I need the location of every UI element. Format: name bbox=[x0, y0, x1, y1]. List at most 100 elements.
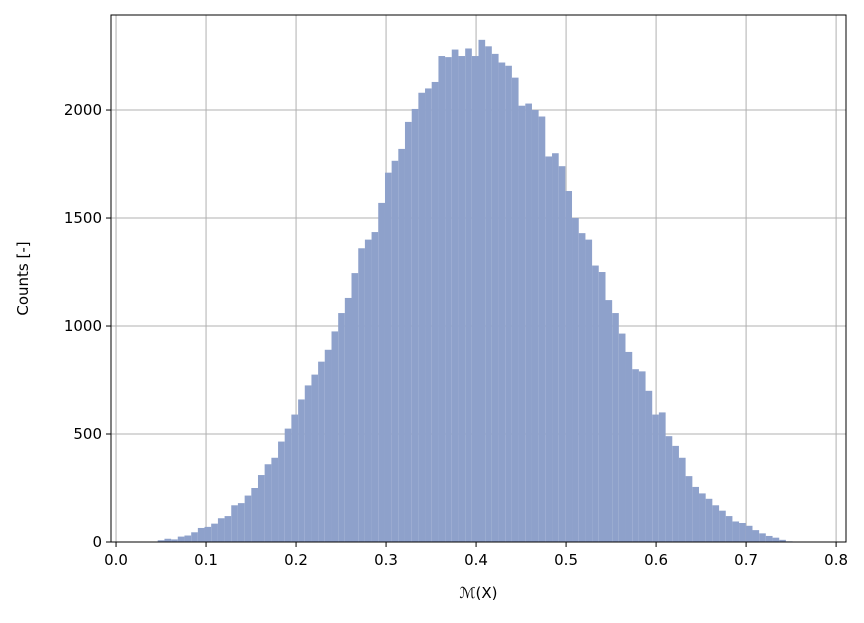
bar bbox=[344, 297, 352, 542]
bar bbox=[445, 57, 452, 543]
bar bbox=[632, 369, 639, 542]
bar bbox=[672, 445, 679, 542]
bar bbox=[592, 265, 599, 542]
bar bbox=[678, 457, 686, 542]
bar bbox=[565, 191, 573, 542]
bar bbox=[231, 505, 238, 542]
bar bbox=[511, 77, 519, 542]
bar bbox=[652, 414, 659, 542]
y-tick-label: 1000 bbox=[64, 317, 102, 335]
bar bbox=[197, 527, 205, 542]
bar bbox=[251, 488, 258, 542]
bar bbox=[257, 475, 265, 542]
bar bbox=[485, 46, 492, 542]
bar bbox=[364, 239, 372, 542]
bar bbox=[378, 202, 385, 542]
bar bbox=[578, 233, 586, 543]
bar bbox=[752, 530, 760, 542]
bar bbox=[318, 361, 325, 542]
y-tick-label: 2000 bbox=[64, 101, 102, 119]
x-tick-label: 0.1 bbox=[194, 551, 218, 569]
bar bbox=[685, 476, 693, 542]
bar bbox=[658, 412, 666, 542]
x-tick-label: 0.8 bbox=[824, 551, 848, 569]
bar bbox=[699, 493, 706, 542]
bar bbox=[425, 88, 432, 543]
bar bbox=[471, 56, 479, 542]
bar bbox=[491, 53, 499, 543]
x-tick-label: 0.4 bbox=[464, 551, 488, 569]
bar bbox=[431, 81, 439, 542]
bar bbox=[552, 153, 559, 543]
bar bbox=[291, 414, 299, 542]
bar bbox=[732, 521, 740, 542]
bar bbox=[498, 62, 506, 543]
bar bbox=[411, 108, 419, 542]
bar bbox=[164, 538, 172, 542]
x-tick-label: 0.3 bbox=[374, 551, 398, 569]
bar bbox=[572, 218, 579, 542]
x-tick-label: 0.7 bbox=[734, 551, 758, 569]
bar bbox=[612, 313, 619, 542]
bar bbox=[518, 105, 526, 543]
bar bbox=[545, 156, 553, 542]
bar bbox=[331, 331, 339, 542]
bar bbox=[645, 390, 653, 542]
bar bbox=[585, 239, 593, 542]
bar bbox=[705, 498, 713, 542]
x-axis-label: ℳ(X) bbox=[459, 584, 497, 602]
bar bbox=[438, 56, 446, 542]
bar bbox=[351, 273, 359, 542]
bar bbox=[191, 532, 198, 542]
x-tick-label: 0.0 bbox=[104, 551, 128, 569]
bar bbox=[451, 49, 459, 543]
bar bbox=[224, 516, 232, 542]
bar bbox=[505, 65, 512, 542]
bar bbox=[745, 525, 753, 542]
bar bbox=[739, 522, 746, 542]
bar bbox=[358, 248, 365, 542]
bar bbox=[157, 540, 165, 542]
bar bbox=[538, 116, 546, 542]
bar bbox=[618, 333, 626, 542]
bar bbox=[598, 272, 606, 542]
bar bbox=[298, 399, 305, 542]
bar bbox=[264, 464, 272, 542]
bar bbox=[712, 505, 720, 542]
y-tick-label: 0 bbox=[92, 533, 102, 551]
bar bbox=[284, 428, 292, 542]
bar bbox=[371, 232, 379, 542]
bar bbox=[204, 526, 212, 542]
bar bbox=[304, 385, 312, 542]
bar bbox=[759, 533, 766, 542]
axes-frame bbox=[110, 14, 847, 543]
bar bbox=[725, 516, 733, 542]
bar bbox=[772, 537, 780, 542]
bar bbox=[338, 313, 345, 542]
bar bbox=[531, 110, 539, 543]
bar bbox=[625, 351, 633, 542]
bar bbox=[525, 103, 532, 542]
bar bbox=[605, 300, 613, 542]
bar bbox=[237, 503, 245, 542]
bar bbox=[418, 92, 426, 543]
bar bbox=[638, 371, 646, 542]
bar bbox=[324, 349, 332, 542]
bar bbox=[184, 535, 192, 542]
bar bbox=[271, 457, 279, 542]
bar bbox=[404, 121, 412, 542]
bar bbox=[779, 539, 786, 542]
bar bbox=[465, 48, 472, 543]
bar bbox=[244, 495, 252, 542]
x-tick-label: 0.6 bbox=[644, 551, 668, 569]
bar bbox=[217, 518, 225, 542]
bar bbox=[765, 535, 773, 542]
y-axis-label: Counts [-] bbox=[14, 241, 32, 315]
bar bbox=[278, 441, 285, 542]
bar bbox=[311, 374, 319, 542]
x-tick-label: 0.5 bbox=[554, 551, 578, 569]
bar bbox=[719, 510, 726, 542]
bar bbox=[478, 39, 486, 543]
bar bbox=[665, 436, 673, 542]
